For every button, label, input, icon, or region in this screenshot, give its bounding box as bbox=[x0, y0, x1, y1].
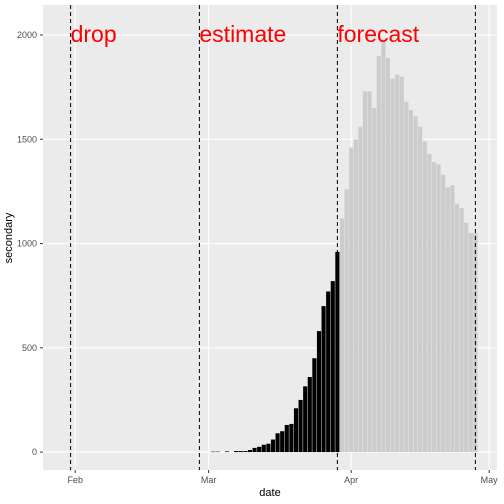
x-tick-label: Apr bbox=[344, 475, 358, 485]
bar bbox=[257, 446, 262, 453]
bar bbox=[243, 451, 248, 453]
y-axis-title: secondary bbox=[3, 212, 15, 263]
bar bbox=[358, 126, 363, 453]
bar bbox=[395, 74, 400, 453]
bar bbox=[238, 451, 243, 453]
bar bbox=[418, 126, 423, 453]
y-tick-label: 2000 bbox=[17, 30, 37, 40]
bar bbox=[307, 377, 312, 453]
bar bbox=[339, 218, 345, 453]
bar bbox=[468, 233, 473, 453]
bar bbox=[450, 185, 455, 453]
x-tick-label: Mar bbox=[201, 475, 217, 485]
bar bbox=[303, 386, 308, 453]
y-tick-label: 1500 bbox=[17, 134, 37, 144]
bar bbox=[261, 444, 266, 453]
bar bbox=[445, 187, 450, 453]
bar bbox=[376, 55, 381, 453]
bar bbox=[381, 39, 386, 453]
y-tick-label: 1000 bbox=[17, 239, 37, 249]
bar bbox=[298, 399, 303, 453]
bar bbox=[284, 424, 289, 453]
bar bbox=[224, 451, 230, 453]
bar bbox=[349, 147, 354, 453]
x-tick-label: Feb bbox=[67, 475, 83, 485]
bar bbox=[404, 101, 409, 453]
bar bbox=[293, 408, 299, 453]
bar bbox=[399, 76, 404, 453]
bar bbox=[431, 162, 437, 453]
bar bbox=[280, 431, 285, 453]
annotation: drop bbox=[71, 21, 117, 47]
bar bbox=[372, 108, 377, 453]
bar bbox=[353, 139, 358, 453]
y-tick-label: 500 bbox=[22, 343, 37, 353]
bar bbox=[270, 439, 276, 453]
bar bbox=[385, 57, 391, 453]
bar bbox=[247, 449, 253, 453]
x-axis-title: date bbox=[259, 487, 280, 499]
bar bbox=[326, 291, 331, 453]
bar bbox=[454, 203, 460, 453]
bar bbox=[459, 208, 464, 453]
bar bbox=[422, 141, 427, 453]
bar bbox=[330, 281, 335, 453]
bar bbox=[367, 91, 372, 453]
bar bbox=[427, 153, 432, 453]
bar bbox=[390, 78, 395, 453]
bar bbox=[413, 116, 418, 453]
bar bbox=[234, 451, 239, 453]
bar bbox=[316, 331, 322, 453]
annotation: forecast bbox=[337, 21, 419, 47]
bar bbox=[312, 358, 317, 453]
x-tick-label: May bbox=[481, 475, 499, 485]
y-tick-label: 0 bbox=[32, 447, 37, 457]
bar bbox=[266, 443, 271, 453]
bar bbox=[252, 447, 257, 453]
bar bbox=[362, 91, 368, 453]
bar bbox=[441, 174, 446, 453]
bar bbox=[321, 306, 326, 453]
annotation: estimate bbox=[199, 21, 286, 47]
bar bbox=[344, 189, 349, 453]
bar bbox=[436, 164, 441, 453]
bar bbox=[289, 423, 294, 453]
bar bbox=[464, 222, 469, 453]
bar bbox=[275, 433, 280, 453]
bar bbox=[408, 110, 414, 453]
